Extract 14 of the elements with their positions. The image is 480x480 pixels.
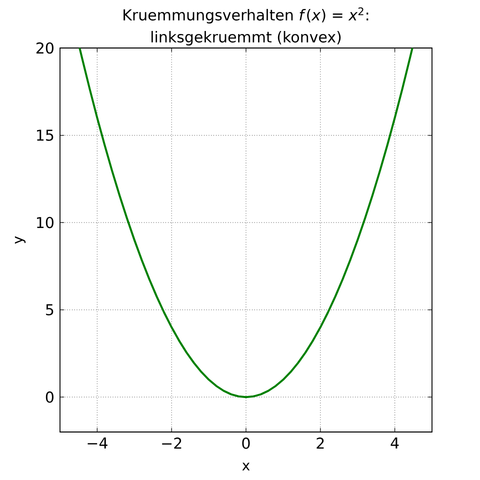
y-tick-label: 10 — [37, 216, 54, 228]
x-tick-label: −2 — [162, 438, 182, 449]
x-axis-title: x — [242, 462, 250, 470]
y-tick-label: 20 — [36, 42, 54, 54]
y-axis-title: y — [14, 236, 26, 244]
x-tick-label: 0 — [242, 438, 250, 449]
chart-title: Kruemmungsverhalten f(x) = x$^{2}$: linksgekruemmt (konvex) — [124, 7, 368, 46]
y-tick-label: 15 — [37, 130, 54, 141]
line-series — [78, 48, 414, 398]
x-tick-label: −4 — [88, 438, 108, 448]
x-tick-label: 2 — [316, 438, 324, 449]
y-tick-label: 5 — [46, 304, 54, 316]
y-tick-label: 0 — [46, 391, 54, 403]
x-tick-label: 4 — [390, 438, 399, 448]
